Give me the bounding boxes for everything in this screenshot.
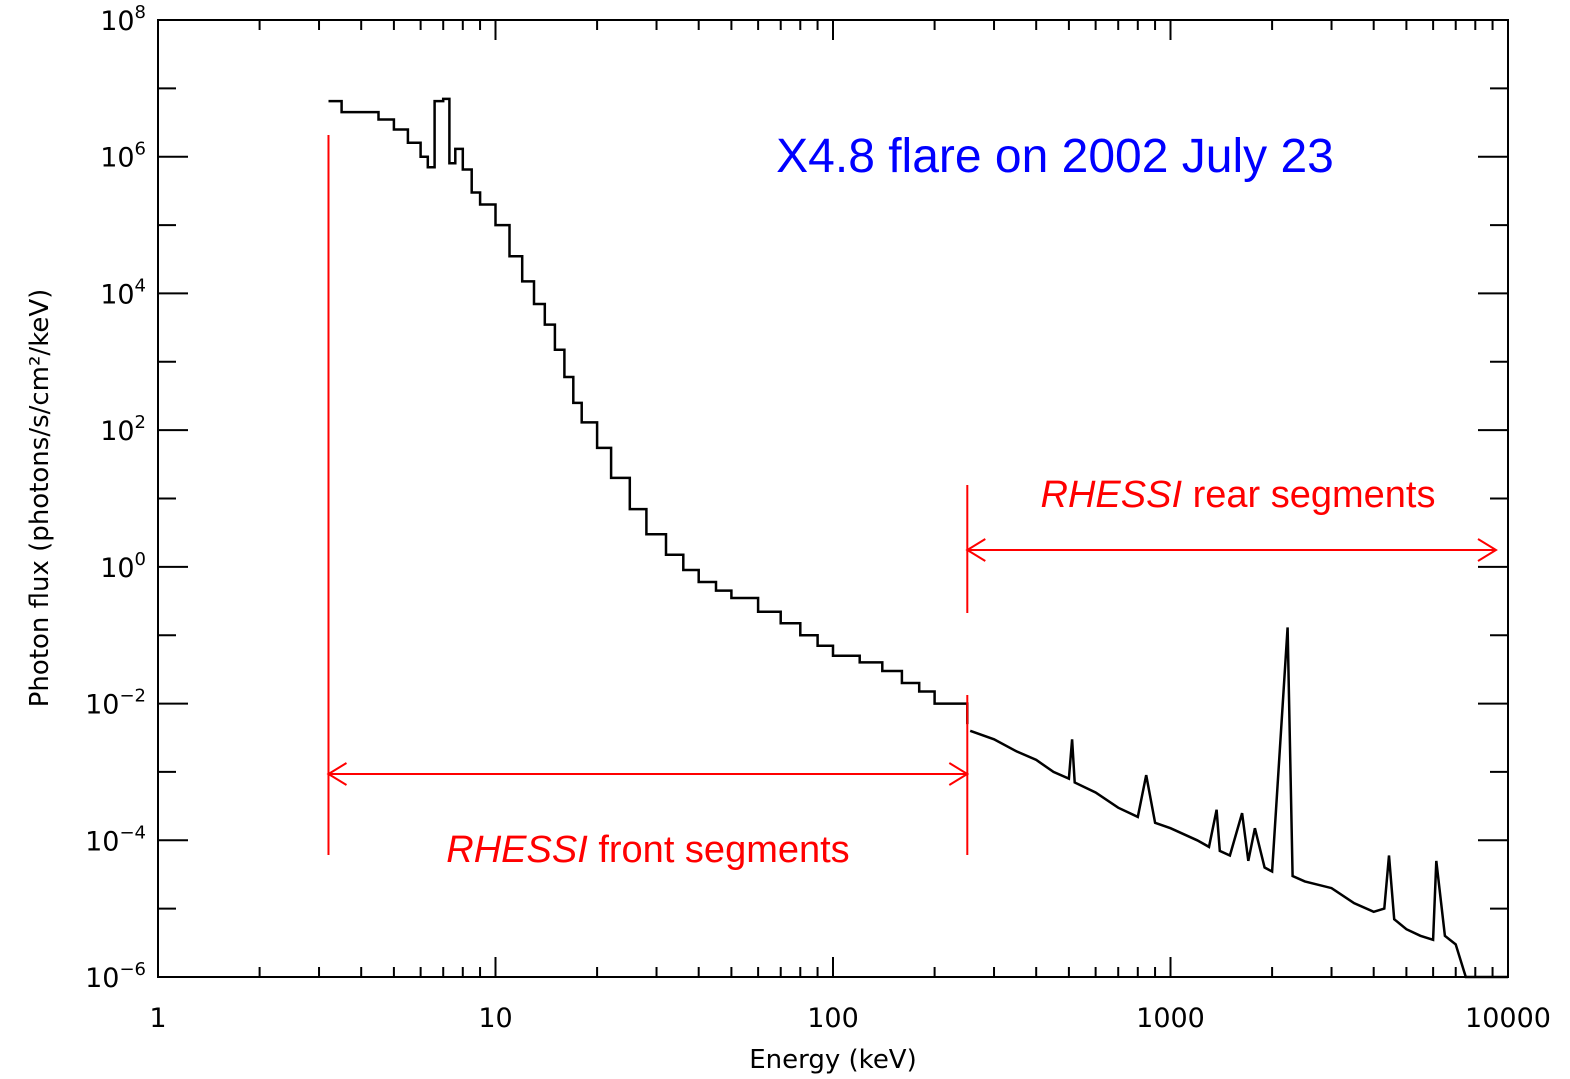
x-tick-label: 1 [149,1003,166,1034]
spectrum-rear-series [969,627,1508,979]
y-tick-label: 104 [100,275,146,310]
rear-segments-label: RHESSI rear segments [1041,474,1436,516]
x-tick-label: 10000 [1465,1003,1551,1034]
rear-segments-label-rest: rear segments [1182,474,1435,516]
y-tick-label: 10−4 [85,822,146,857]
series-layer [328,97,1508,979]
y-tick-exponent: 6 [135,139,146,160]
x-tick-labels: 1 10 100 1000 10000 [149,1003,1551,1034]
y-tick-label: 100 [100,549,146,584]
x-tick-label: 100 [807,1003,859,1034]
annot-layer [326,135,1498,855]
y-tick-base: 10 [100,6,134,37]
y-tick-label: 10−2 [85,686,146,721]
y-axis-title: Photon flux (photons/s/cm²/keV) [25,289,55,708]
y-tick-exponent: −6 [119,959,146,980]
y-tick-exponent: 2 [135,412,146,433]
y-tick-exponent: 4 [135,275,146,296]
front-arrow-left-head [326,762,348,786]
x-axis-title: Energy (keV) [749,1045,917,1075]
chart-title: X4.8 flare on 2002 July 23 [776,130,1334,183]
y-tick-base: 10 [100,279,134,310]
y-tick-base: 10 [100,416,134,447]
x-tick-label: 10 [478,1003,512,1034]
rear-arrow-left-head [965,538,986,562]
y-tick-base: 10 [100,553,134,584]
y-tick-label: 108 [100,2,146,37]
y-tick-exponent: 8 [135,2,146,23]
front-arrow-right-head [948,762,970,786]
y-tick-label: 106 [100,139,146,174]
y-tick-base: 10 [85,690,119,721]
rear-arrow-right-head [1477,538,1498,562]
x-tick-label: 1000 [1136,1003,1205,1034]
y-tick-exponent: −2 [119,686,146,707]
y-tick-exponent: 0 [135,549,146,570]
front-segments-label-rest: front segments [588,829,850,871]
y-tick-base: 10 [85,963,119,994]
front-segments-label: RHESSI front segments [446,829,849,871]
y-tick-exponent: −4 [119,822,146,843]
y-tick-label: 10−6 [85,959,146,994]
y-tick-base: 10 [100,143,134,174]
y-tick-label: 102 [100,412,146,447]
y-tick-base: 10 [85,826,119,857]
rear-segments-label-italic: RHESSI [1041,474,1183,516]
spectrum-front-series [328,97,969,725]
front-segments-label-italic: RHESSI [446,829,588,871]
